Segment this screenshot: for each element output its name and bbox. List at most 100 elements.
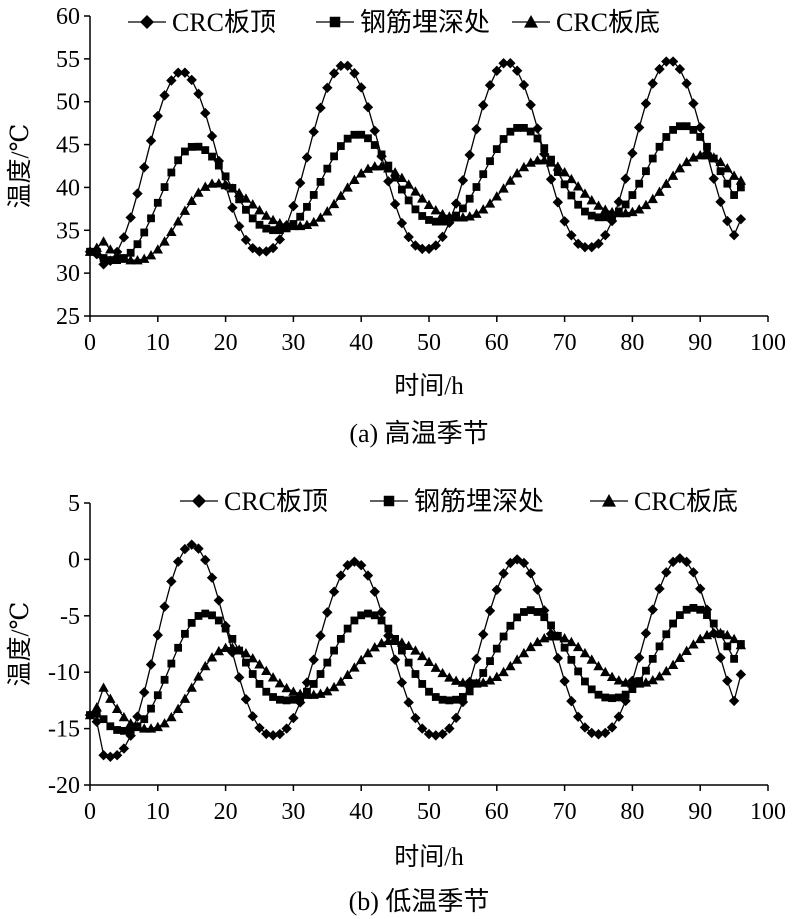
data-point [261, 210, 272, 220]
x-tick-label: 60 [485, 799, 509, 825]
data-point [600, 204, 611, 214]
data-point [228, 635, 237, 643]
data-point [499, 135, 508, 143]
data-point [572, 641, 584, 652]
data-point [486, 157, 494, 166]
data-point [621, 690, 630, 699]
data-point [274, 728, 286, 740]
data-point [362, 647, 374, 658]
data-point [186, 195, 197, 206]
data-point [540, 613, 549, 622]
data-point [559, 216, 570, 227]
data-point [667, 659, 679, 669]
data-point [667, 170, 679, 180]
data-point [539, 155, 550, 165]
x-tick-label: 0 [84, 330, 96, 356]
data-point [316, 670, 325, 678]
chart-caption: (a) 高温季节 [349, 419, 488, 448]
data-point [294, 688, 306, 698]
data-point [267, 242, 279, 254]
data-point [254, 246, 265, 257]
data-point [316, 177, 325, 186]
data-point [465, 194, 474, 203]
data-point [172, 216, 184, 226]
data-point [438, 217, 447, 226]
data-point [172, 556, 184, 567]
data-point [654, 63, 665, 75]
data-point [681, 156, 692, 167]
data-point [343, 624, 352, 633]
data-point [389, 198, 401, 210]
data-point [709, 619, 718, 628]
data-point [126, 726, 135, 734]
y-tick-label: 0 [68, 547, 80, 573]
data-point [288, 686, 299, 696]
data-point [533, 608, 542, 616]
data-point [425, 687, 433, 696]
data-point [396, 637, 408, 647]
data-point [642, 666, 650, 675]
series-line [89, 60, 742, 266]
data-point [654, 583, 665, 594]
data-point [377, 616, 386, 625]
data-point [708, 627, 719, 638]
data-point [335, 60, 347, 72]
data-point [695, 149, 706, 160]
data-point [430, 730, 441, 741]
x-tick-label: 50 [417, 330, 441, 356]
data-point [669, 125, 677, 134]
data-point [593, 660, 604, 671]
data-point [206, 572, 218, 583]
data-point [728, 170, 740, 180]
data-point [227, 183, 238, 193]
data-point [254, 659, 265, 669]
data-point [560, 180, 569, 189]
data-point [240, 647, 252, 658]
data-point [444, 211, 455, 221]
data-point [267, 730, 279, 741]
data-point [335, 676, 347, 686]
data-point [98, 749, 109, 761]
x-tick-label: 40 [349, 330, 373, 356]
data-point [349, 662, 360, 672]
data-point [567, 655, 576, 664]
data-point [722, 163, 733, 173]
data-point [606, 671, 618, 681]
data-point [248, 214, 257, 223]
data-point [559, 167, 570, 177]
data-point [147, 214, 155, 223]
data-point [688, 567, 699, 578]
data-point [403, 231, 414, 243]
data-point [423, 243, 435, 255]
data-point [423, 656, 435, 667]
data-point [220, 642, 231, 652]
x-axis-label: 时间/h [394, 372, 464, 400]
data-point [132, 188, 143, 199]
data-point [91, 242, 102, 252]
y-tick-label: 40 [56, 175, 80, 201]
data-point [193, 187, 204, 197]
data-point [262, 687, 271, 696]
data-point [362, 163, 374, 173]
data-point [430, 662, 441, 672]
data-point [437, 208, 448, 219]
y-tick-label: 30 [56, 261, 80, 287]
data-point [621, 200, 630, 209]
data-point [186, 539, 197, 550]
data-point [539, 605, 550, 616]
x-tick-label: 20 [214, 799, 238, 825]
data-point [730, 654, 738, 663]
data-point [418, 212, 427, 220]
data-point [125, 212, 136, 223]
data-point [518, 79, 530, 91]
data-point [681, 78, 692, 89]
data-point [608, 694, 616, 703]
data-point [159, 90, 170, 101]
data-point [308, 126, 319, 137]
data-point [235, 195, 244, 204]
data-point [648, 154, 657, 163]
data-point [511, 168, 523, 178]
data-point [294, 177, 306, 189]
legend-label: CRC板底 [556, 8, 660, 37]
data-point [511, 65, 523, 76]
